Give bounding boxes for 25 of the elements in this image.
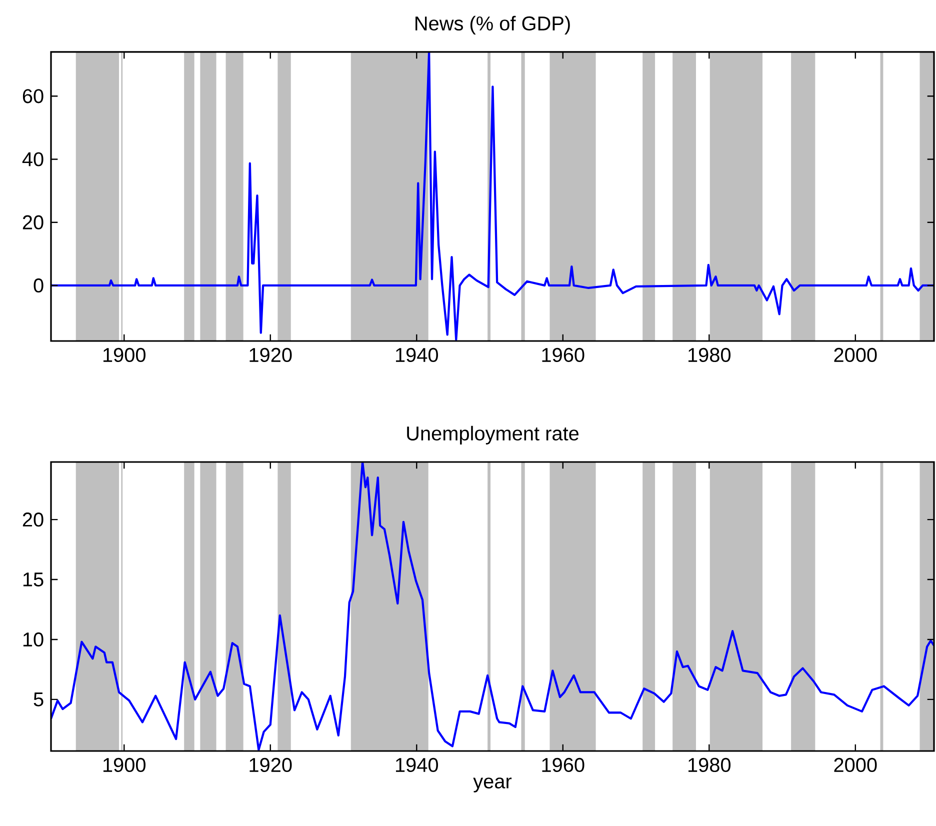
x-tick-label: 2000 (834, 758, 877, 772)
x-tick-label: 1900 (103, 348, 146, 362)
x-tick-label: 1920 (250, 348, 292, 362)
y-tick-label: 15 (23, 572, 44, 586)
line-series (51, 462, 934, 751)
x-tick-label: 2000 (834, 348, 877, 362)
x-tick-label: 1960 (542, 758, 584, 772)
chart-title: Unemployment rate (407, 426, 579, 444)
x-tick-label: 1980 (688, 348, 731, 362)
x-tick-label: 1940 (396, 348, 438, 362)
x-axis-title: year (473, 778, 512, 792)
chart-title: News (% of GDP) (416, 16, 570, 34)
y-tick-label: 5 (34, 692, 44, 706)
y-tick-label: 0 (34, 278, 44, 293)
x-tick-label: 1920 (250, 758, 292, 772)
y-tick-label: 20 (22, 512, 44, 527)
line-series (51, 52, 934, 341)
y-tick-label: 60 (22, 89, 44, 104)
y-tick-label: 10 (23, 632, 44, 647)
x-tick-label: 1980 (688, 758, 731, 772)
y-tick-label: 20 (22, 215, 44, 230)
y-tick-label: 40 (22, 152, 44, 166)
x-tick-label: 1940 (396, 758, 438, 772)
x-tick-label: 1960 (542, 348, 584, 362)
x-tick-label: 1900 (103, 758, 146, 772)
